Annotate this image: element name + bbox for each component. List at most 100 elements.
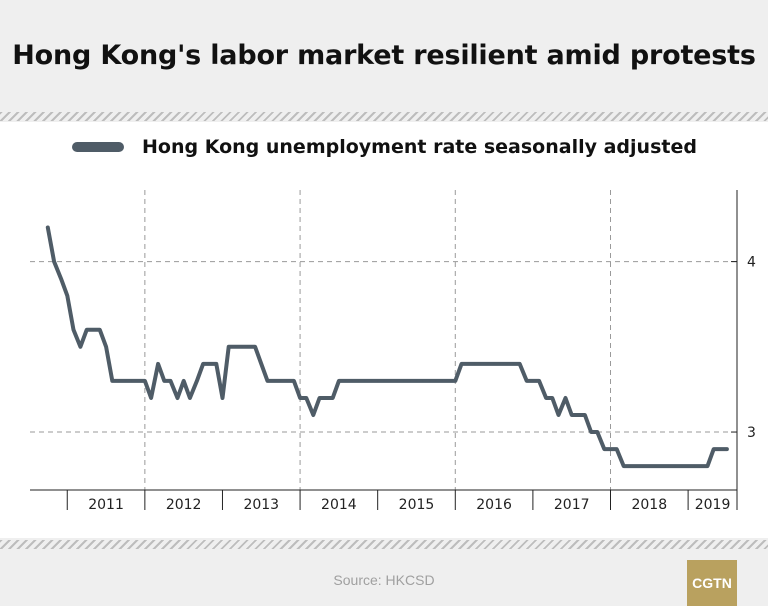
- data-point: [72, 329, 75, 331]
- data-point: [693, 465, 696, 467]
- data-point: [176, 397, 179, 399]
- data-point: [642, 465, 644, 467]
- data-point: [726, 448, 728, 450]
- data-point: [79, 346, 82, 348]
- data-point: [577, 414, 579, 416]
- data-point: [254, 346, 256, 348]
- data-point: [629, 465, 631, 467]
- data-point: [700, 465, 703, 467]
- legend-line-swatch: [72, 142, 124, 152]
- data-point: [499, 363, 502, 365]
- x-tick-label-2013: 2013: [243, 497, 279, 513]
- data-point: [390, 380, 392, 382]
- chart-panel: [0, 122, 768, 538]
- data-point: [590, 431, 592, 433]
- data-point: [182, 380, 185, 382]
- data-point: [480, 363, 482, 365]
- data-point: [234, 346, 237, 348]
- data-point: [415, 380, 418, 382]
- data-point: [150, 397, 152, 399]
- data-point: [344, 380, 346, 382]
- data-point: [506, 363, 509, 365]
- x-tick-label-2014: 2014: [321, 497, 357, 513]
- data-point: [376, 380, 379, 382]
- x-tick-label-2019: 2019: [695, 497, 731, 513]
- data-point: [105, 346, 107, 348]
- data-point: [512, 363, 515, 365]
- data-point: [460, 363, 463, 365]
- data-point: [221, 397, 224, 399]
- data-point: [118, 380, 120, 382]
- data-point: [557, 414, 560, 416]
- y-tick-label-3: 3: [747, 425, 756, 441]
- data-point: [163, 380, 166, 382]
- data-point: [227, 346, 230, 348]
- data-point: [157, 363, 159, 365]
- x-tick-label-2017: 2017: [554, 497, 590, 513]
- data-point: [538, 380, 540, 382]
- data-point: [551, 397, 554, 399]
- data-point: [654, 465, 657, 467]
- data-point: [305, 397, 308, 399]
- x-tick-label-2018: 2018: [631, 497, 667, 513]
- data-point: [215, 363, 218, 365]
- data-point: [661, 465, 664, 467]
- data-point: [467, 363, 470, 365]
- data-point: [331, 397, 334, 399]
- data-point: [428, 380, 431, 382]
- data-point: [260, 363, 263, 365]
- y-tick-label-4: 4: [747, 255, 756, 271]
- data-point: [383, 380, 385, 382]
- data-point: [363, 380, 366, 382]
- data-point: [674, 465, 676, 467]
- data-point: [273, 380, 276, 382]
- data-point: [196, 380, 198, 382]
- data-point: [615, 448, 618, 450]
- data-point: [241, 346, 243, 348]
- data-point: [99, 329, 101, 331]
- x-tick-label-2011: 2011: [88, 497, 124, 513]
- data-point: [532, 380, 534, 382]
- data-point: [635, 465, 637, 467]
- data-point: [402, 380, 405, 382]
- x-tick-label-2016: 2016: [476, 497, 512, 513]
- cgtn-logo: CGTN: [687, 560, 737, 606]
- data-point: [706, 465, 709, 467]
- data-point: [208, 363, 211, 365]
- data-point: [202, 363, 204, 365]
- data-point: [622, 465, 625, 467]
- data-point: [712, 448, 715, 450]
- data-point: [247, 346, 249, 348]
- data-point: [312, 414, 315, 416]
- data-point: [487, 363, 489, 365]
- data-point: [564, 397, 567, 399]
- data-point: [441, 380, 443, 382]
- data-point: [85, 329, 88, 331]
- source-note: Source: HKCSD: [333, 572, 435, 588]
- data-point: [493, 363, 495, 365]
- data-point: [525, 380, 528, 382]
- data-point: [144, 380, 146, 382]
- data-point: [448, 380, 450, 382]
- data-point: [279, 380, 282, 382]
- chart-title: Hong Kong's labor market resilient amid …: [12, 40, 756, 71]
- data-point: [687, 465, 689, 467]
- data-point: [137, 380, 140, 382]
- data-point: [60, 277, 62, 280]
- data-point: [648, 465, 651, 467]
- data-point: [189, 397, 191, 399]
- data-point: [396, 380, 398, 382]
- data-point: [324, 397, 327, 399]
- data-point: [266, 380, 269, 382]
- data-point: [667, 465, 670, 467]
- data-point: [421, 380, 424, 382]
- x-tick-label-2015: 2015: [399, 497, 435, 513]
- data-point: [609, 448, 612, 450]
- data-point: [570, 414, 573, 416]
- data-point: [357, 380, 360, 382]
- data-point: [338, 380, 340, 382]
- data-point: [473, 363, 476, 365]
- data-point: [584, 414, 586, 416]
- data-point: [351, 380, 353, 382]
- x-tick-label-2012: 2012: [166, 497, 202, 513]
